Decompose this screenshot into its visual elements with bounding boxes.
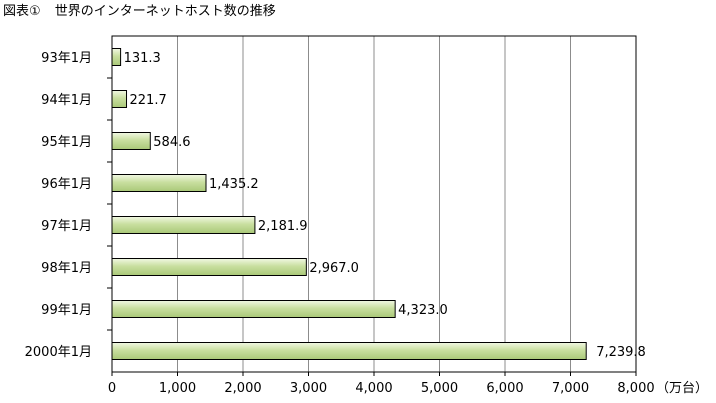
- bar: [111, 216, 256, 234]
- category-label: 98年1月: [41, 261, 92, 276]
- category-label: 93年1月: [41, 51, 92, 66]
- x-unit-label: （万台）: [656, 381, 708, 396]
- x-tick-label: 1,000: [159, 381, 196, 396]
- category-label: 99年1月: [41, 303, 92, 318]
- category-label: 97年1月: [41, 219, 92, 234]
- x-tick-label: 3,000: [290, 381, 327, 396]
- value-label: 584.6: [153, 135, 190, 150]
- value-label: 2,181.9: [258, 219, 308, 234]
- category-label: 2000年1月: [25, 345, 92, 360]
- value-label: 131.3: [124, 51, 161, 66]
- category-label: 94年1月: [41, 93, 92, 108]
- x-tick-label: 0: [108, 381, 116, 396]
- value-label: 2,967.0: [309, 261, 359, 276]
- x-tick-label: 7,000: [552, 381, 589, 396]
- bar: [111, 342, 587, 360]
- bar: [111, 258, 307, 276]
- bar: [111, 132, 151, 150]
- x-tick-label: 4,000: [355, 381, 392, 396]
- value-label: 221.7: [130, 93, 167, 108]
- x-tick-label: 6,000: [486, 381, 523, 396]
- figure-label: 図表①: [3, 4, 41, 19]
- value-label: 7,239.8: [596, 345, 646, 360]
- value-label: 1,435.2: [209, 177, 259, 192]
- bar: [111, 174, 207, 192]
- bar: [111, 300, 396, 318]
- bar: [111, 48, 122, 66]
- x-tick-label: 8,000: [617, 381, 654, 396]
- category-label: 95年1月: [41, 135, 92, 150]
- x-tick-label: 2,000: [224, 381, 261, 396]
- category-label: 96年1月: [41, 177, 92, 192]
- x-tick-label: 5,000: [421, 381, 458, 396]
- figure-title-text: 世界のインターネットホスト数の推移: [54, 4, 276, 19]
- bar: [111, 90, 128, 108]
- value-label: 4,323.0: [398, 303, 448, 318]
- figure-title: 図表① 世界のインターネットホスト数の推移: [3, 4, 276, 20]
